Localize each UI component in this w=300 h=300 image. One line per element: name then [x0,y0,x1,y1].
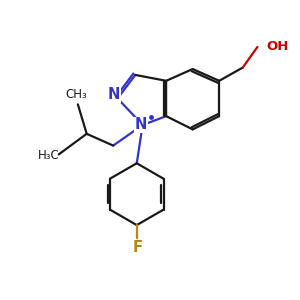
Text: F: F [132,240,142,255]
Text: CH₃: CH₃ [65,88,87,101]
Text: H₃C: H₃C [38,149,59,162]
Text: OH: OH [266,40,289,53]
Text: N: N [135,118,147,133]
Text: N: N [108,87,120,102]
